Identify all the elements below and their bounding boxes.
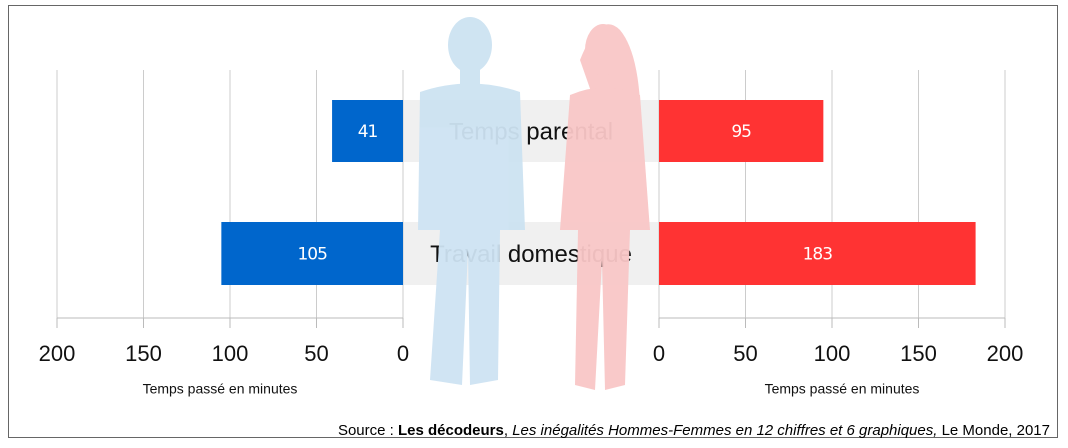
x-tick-label: 50: [304, 341, 328, 366]
source-prefix: Source :: [338, 422, 398, 439]
x-axis-title: Temps passé en minutes: [765, 381, 920, 397]
x-tick-label: 100: [814, 341, 851, 366]
source-author: Les décodeurs: [398, 422, 504, 439]
chart: 0 50 100 150 200 Temps passé en minutes 0 50 100…: [0, 0, 1068, 448]
value-label: 95: [731, 122, 751, 142]
value-label: 41: [358, 122, 378, 142]
x-tick-label: 0: [653, 341, 665, 366]
value-label: 183: [803, 245, 833, 265]
x-tick-label: 200: [39, 341, 76, 366]
x-tick-label: 150: [125, 341, 162, 366]
x-tick-label: 50: [733, 341, 757, 366]
x-tick-label: 150: [900, 341, 937, 366]
frame: [9, 6, 1058, 438]
x-tick-label: 200: [987, 341, 1024, 366]
source: Source : Les décodeurs, Les inégalités H…: [338, 422, 1050, 439]
x-tick-label: 0: [397, 341, 409, 366]
x-axis-title: Temps passé en minutes: [143, 381, 298, 397]
source-title: Les inégalités Hommes-Femmes en 12 chiff…: [512, 422, 937, 439]
source-publisher: Le Monde, 2017: [937, 422, 1050, 439]
source-sep: ,: [504, 422, 512, 439]
x-tick-label: 100: [212, 341, 249, 366]
value-label: 105: [297, 245, 327, 265]
